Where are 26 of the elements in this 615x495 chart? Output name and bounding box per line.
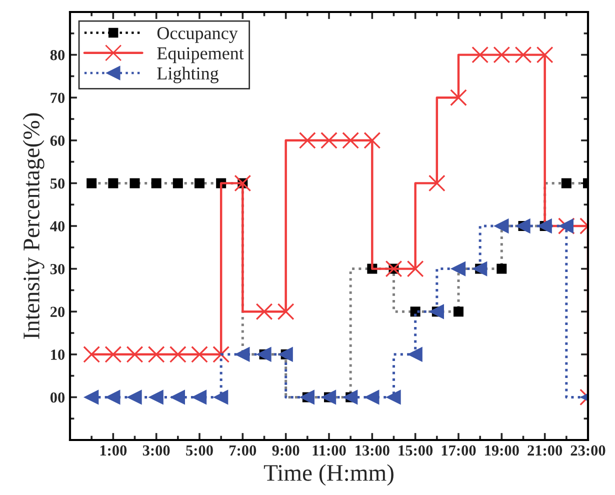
y-tick-label: 50	[50, 178, 65, 189]
x-tick-label: 17:00	[442, 445, 476, 456]
legend-label: Occupancy	[157, 27, 238, 43]
x-tick-label: 1:00	[100, 445, 127, 456]
y-tick-label: 00	[50, 392, 65, 403]
y-tick-label: 40	[50, 221, 65, 232]
legend-label: Equipement	[157, 47, 244, 64]
y-axis-title: Intensity Percentage(%)	[22, 113, 44, 339]
x-axis-title: Time (H:mm)	[264, 464, 394, 486]
x-tick-label: 21:00	[528, 445, 562, 456]
y-tick-label: 10	[51, 350, 65, 360]
y-tick-label: 70	[50, 92, 65, 104]
x-tick-label: 3:00	[142, 445, 170, 456]
x-tick-label: 7:00	[230, 445, 256, 456]
x-tick-label: 5:00	[186, 445, 213, 456]
x-tick-label: 19:00	[485, 445, 519, 456]
x-tick-label: 23:00	[570, 445, 606, 456]
x-tick-label: 11:00	[312, 445, 346, 456]
y-tick-label: 80	[50, 50, 65, 60]
x-tick-label: 13:00	[356, 445, 390, 456]
x-tick-label: 15:00	[398, 445, 433, 456]
y-tick-label: 30	[50, 264, 65, 274]
legend-label: Lighting	[157, 66, 219, 84]
y-tick-label: 20	[50, 306, 65, 318]
x-tick-label: 9:00	[272, 445, 300, 456]
y-tick-label: 60	[50, 136, 65, 146]
